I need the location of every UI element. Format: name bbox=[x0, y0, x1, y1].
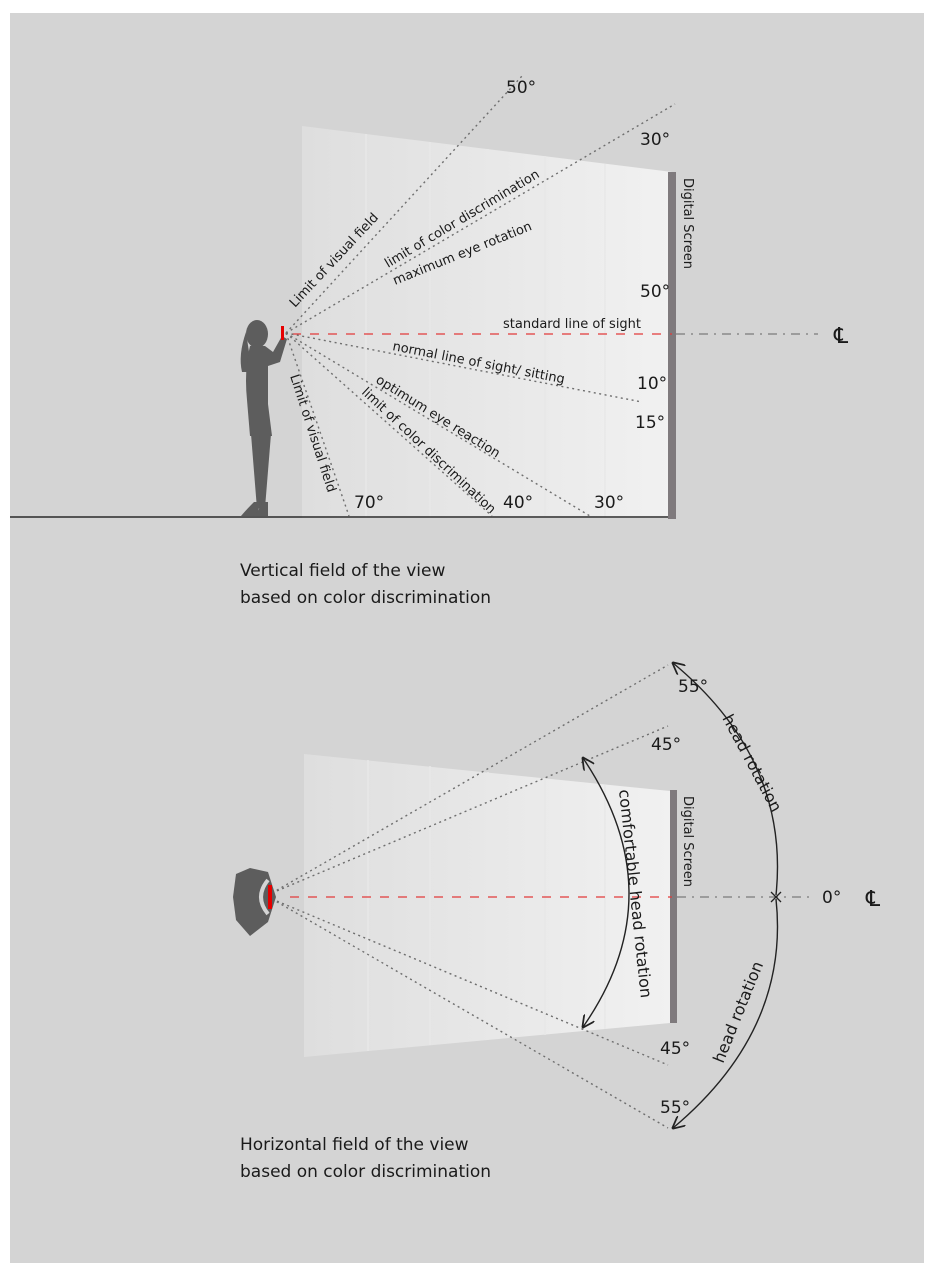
angle-h-lower-55: 55° bbox=[660, 1098, 690, 1118]
comfortable-rotation-arc bbox=[583, 758, 630, 1027]
vertical-caption-line1: Vertical field of the view bbox=[240, 561, 445, 581]
angle-down-15: 15° bbox=[635, 413, 665, 433]
angle-down-10: 10° bbox=[637, 374, 667, 394]
angle-h-upper-55: 55° bbox=[678, 677, 708, 697]
angle-screen-50: 50° bbox=[640, 282, 670, 302]
vertical-plane-bands bbox=[365, 134, 606, 518]
vertical-rays bbox=[285, 75, 676, 517]
angle-upper-50: 50° bbox=[506, 78, 536, 98]
horizontal-caption-line2: based on color discrimination bbox=[240, 1162, 491, 1182]
angle-lower-40: 40° bbox=[503, 493, 533, 513]
vertical-screen-label: Digital Screen bbox=[680, 178, 695, 269]
horizontal-rays bbox=[271, 664, 669, 1129]
horizontal-plane-bands bbox=[367, 760, 606, 1051]
label-standard-line-of-sight: standard line of sight bbox=[503, 317, 641, 332]
tick-center-cross bbox=[770, 891, 782, 903]
vertical-caption-line2: based on color discrimination bbox=[240, 588, 491, 608]
head-top-view-icon bbox=[233, 868, 276, 936]
head-rotation-arc-upper bbox=[673, 663, 779, 896]
person-standing-icon bbox=[240, 320, 287, 516]
angle-lower-30: 30° bbox=[594, 493, 624, 513]
head-device bbox=[268, 885, 272, 909]
angle-upper-30: 30° bbox=[640, 130, 670, 150]
angle-h-upper-45: 45° bbox=[651, 735, 681, 755]
vertical-digital-screen bbox=[668, 172, 676, 519]
vertical-centerline-symbol: ℄ bbox=[833, 324, 849, 349]
horizontal-digital-screen bbox=[670, 790, 677, 1023]
horizontal-centerline-symbol: ℄ bbox=[865, 887, 881, 912]
horizontal-caption-line1: Horizontal field of the view bbox=[240, 1135, 469, 1155]
angle-h-lower-45: 45° bbox=[660, 1039, 690, 1059]
vertical-viewing-plane bbox=[302, 126, 672, 518]
head-rotation-arc-lower bbox=[673, 898, 779, 1128]
horizontal-screen-label: Digital Screen bbox=[680, 796, 695, 887]
vertical-view: Limit of visual field limit of color dis… bbox=[10, 75, 849, 608]
angle-lower-70: 70° bbox=[354, 493, 384, 513]
horizontal-viewing-plane bbox=[304, 754, 670, 1057]
angle-h-center-0: 0° bbox=[822, 888, 841, 908]
handheld-device bbox=[281, 326, 284, 340]
